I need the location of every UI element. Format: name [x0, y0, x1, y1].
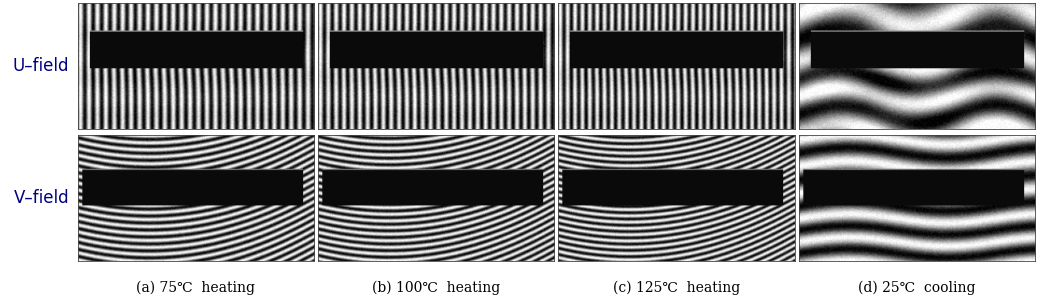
Text: (d) 25℃  cooling: (d) 25℃ cooling [858, 281, 976, 295]
Text: U–field: U–field [13, 57, 69, 75]
Text: (b) 100℃  heating: (b) 100℃ heating [372, 281, 500, 295]
Text: V–field: V–field [13, 189, 69, 207]
Text: (c) 125℃  heating: (c) 125℃ heating [613, 281, 740, 295]
Text: (a) 75℃  heating: (a) 75℃ heating [136, 281, 255, 295]
